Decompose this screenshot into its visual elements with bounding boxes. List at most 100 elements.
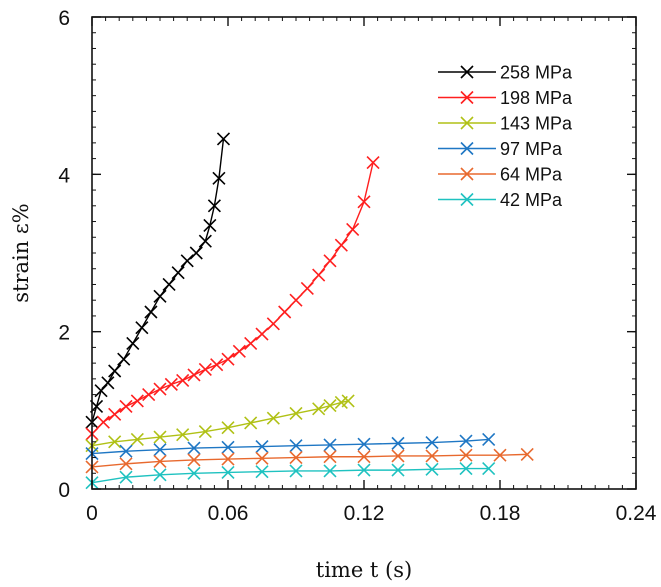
- data-point-42-mpa: [482, 461, 496, 476]
- data-point-198-mpa: [164, 377, 178, 391]
- data-point-258-mpa: [212, 171, 226, 185]
- data-point-64-mpa: [323, 450, 337, 464]
- data-point-42-mpa: [459, 461, 473, 476]
- legend-label: 143 MPa: [500, 114, 573, 134]
- data-point-143-mpa: [130, 432, 144, 447]
- y-axis-title: strain ε%: [9, 203, 33, 303]
- data-point-258-mpa: [198, 234, 212, 248]
- data-point-97-mpa: [391, 436, 405, 450]
- data-point-143-mpa: [341, 394, 355, 408]
- data-point-42-mpa: [221, 465, 235, 480]
- legend-marker: [460, 192, 474, 207]
- x-tick-label: 0.24: [616, 502, 657, 525]
- data-point-64-mpa: [221, 452, 235, 466]
- data-point-143-mpa: [198, 425, 212, 439]
- legend-item-64-mpa: 64 MPa: [438, 165, 563, 185]
- data-point-198-mpa: [312, 268, 326, 282]
- legend-label: 97 MPa: [500, 139, 563, 159]
- data-point-198-mpa: [130, 394, 144, 408]
- data-point-64-mpa: [255, 451, 269, 465]
- y-tick-label: 4: [58, 164, 70, 187]
- data-point-258-mpa: [126, 336, 140, 351]
- data-point-198-mpa: [96, 415, 110, 429]
- data-point-143-mpa: [312, 402, 326, 416]
- data-point-198-mpa: [210, 358, 224, 372]
- series-line-198-mpa: [91, 162, 374, 435]
- data-point-198-mpa: [244, 336, 258, 351]
- legend-marker: [460, 116, 474, 130]
- data-point-143-mpa: [244, 416, 258, 430]
- data-point-64-mpa: [391, 449, 405, 463]
- data-point-258-mpa: [108, 364, 122, 378]
- x-tick-label: 0: [86, 502, 98, 525]
- series-42-mpa: [85, 461, 496, 490]
- data-point-143-mpa: [323, 399, 337, 413]
- series-198-mpa: [85, 155, 380, 441]
- data-point-42-mpa: [323, 464, 337, 478]
- data-point-97-mpa: [289, 439, 303, 453]
- data-point-42-mpa: [425, 462, 439, 476]
- data-point-97-mpa: [119, 444, 133, 458]
- data-point-198-mpa: [346, 222, 360, 236]
- x-tick-label: 0.12: [344, 502, 385, 525]
- data-point-42-mpa: [153, 468, 167, 482]
- data-point-198-mpa: [289, 293, 303, 307]
- data-point-258-mpa: [162, 277, 176, 292]
- data-point-198-mpa: [153, 382, 167, 396]
- data-point-143-mpa: [221, 421, 235, 435]
- data-point-258-mpa: [153, 289, 167, 303]
- x-tick-label: 0.18: [480, 502, 521, 525]
- tick-layer: [91, 16, 637, 490]
- data-point-258-mpa: [180, 254, 194, 268]
- data-point-97-mpa: [255, 439, 269, 454]
- series-258-mpa: [85, 132, 231, 429]
- data-point-258-mpa: [135, 321, 149, 335]
- series-line-64-mpa: [91, 453, 528, 468]
- data-point-97-mpa: [357, 437, 371, 451]
- data-point-42-mpa: [289, 464, 303, 478]
- series-64-mpa: [85, 447, 534, 474]
- legend-marker: [460, 167, 474, 181]
- data-point-258-mpa: [117, 352, 131, 366]
- legend-marker: [460, 141, 474, 156]
- data-point-198-mpa: [119, 399, 133, 413]
- series-143-mpa: [85, 394, 355, 453]
- legend-item-143-mpa: 143 MPa: [438, 114, 573, 134]
- data-point-97-mpa: [221, 440, 235, 454]
- series-line-143-mpa: [91, 400, 349, 447]
- data-point-42-mpa: [255, 465, 269, 479]
- y-tick-label: 2: [58, 322, 70, 345]
- data-point-97-mpa: [323, 438, 337, 452]
- data-point-198-mpa: [255, 327, 269, 341]
- y-tick-label: 0: [58, 479, 70, 502]
- data-point-42-mpa: [391, 463, 405, 477]
- series-layer: [85, 132, 534, 490]
- legend-item-97-mpa: 97 MPa: [438, 139, 563, 159]
- legend-item-198-mpa: 198 MPa: [438, 88, 573, 108]
- data-point-143-mpa: [266, 411, 280, 425]
- data-point-42-mpa: [119, 470, 133, 484]
- data-point-143-mpa: [176, 428, 190, 442]
- legend: 258 MPa 198 MPa 143 MPa 97 MPa 64 MPa 42 MPa: [438, 63, 573, 210]
- data-point-258-mpa: [203, 218, 217, 233]
- data-point-198-mpa: [187, 368, 201, 382]
- data-point-42-mpa: [357, 463, 371, 477]
- data-point-198-mpa: [232, 344, 246, 358]
- data-point-64-mpa: [289, 450, 303, 465]
- y-tick-label: 6: [58, 7, 70, 30]
- data-point-198-mpa: [266, 317, 280, 331]
- tick-label-layer: 0 0.06 0.12 0.18 0.24 0 2 4 6: [58, 7, 656, 525]
- x-axis-title: time t (s): [316, 558, 412, 582]
- data-point-97-mpa: [459, 434, 473, 448]
- legend-label: 258 MPa: [500, 63, 573, 83]
- data-point-64-mpa: [459, 448, 473, 462]
- data-point-42-mpa: [187, 466, 201, 480]
- data-point-97-mpa: [425, 436, 439, 450]
- data-point-198-mpa: [300, 281, 314, 295]
- data-point-198-mpa: [142, 388, 156, 402]
- data-point-64-mpa: [493, 448, 507, 462]
- data-point-64-mpa: [520, 447, 534, 461]
- data-point-258-mpa: [207, 199, 221, 213]
- legend-item-42-mpa: 42 MPa: [438, 190, 563, 210]
